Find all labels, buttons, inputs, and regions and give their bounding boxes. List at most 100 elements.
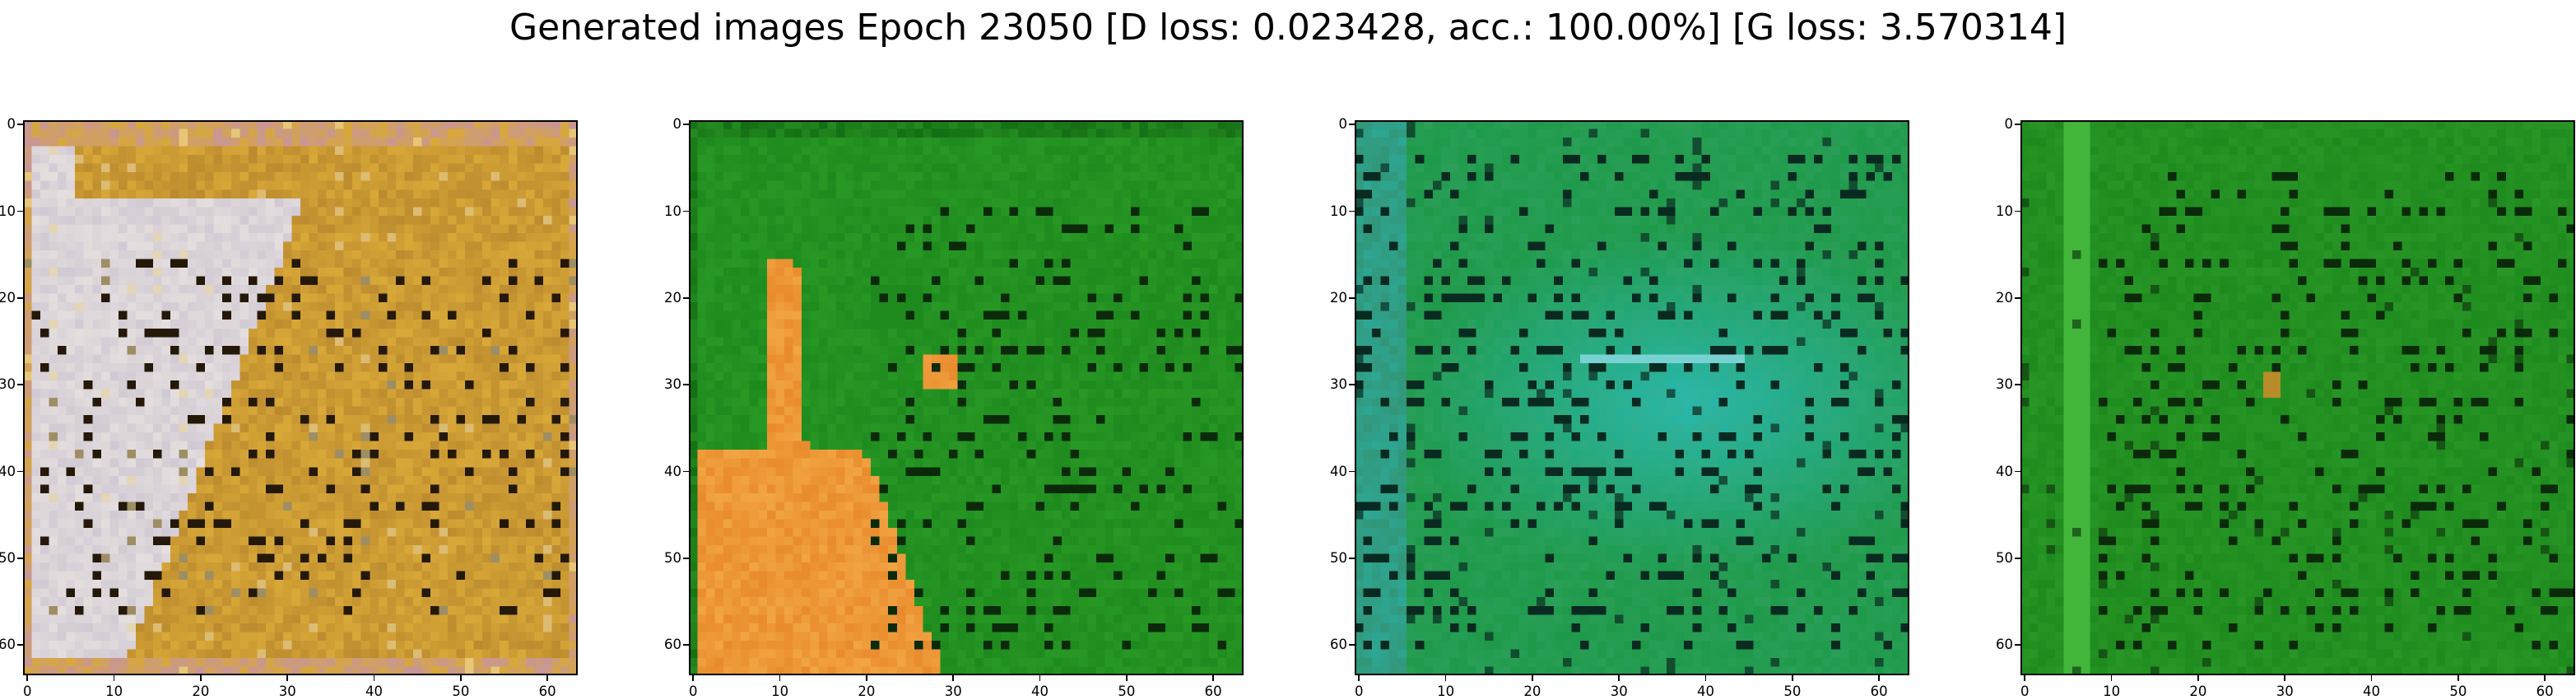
- x-tick-mark: [1878, 675, 1880, 681]
- x-tick-label: 50: [452, 684, 469, 700]
- y-tick-mark: [17, 471, 23, 473]
- y-tick-label: 10: [0, 203, 16, 220]
- x-tick-label: 10: [105, 684, 123, 700]
- y-tick-label: 30: [0, 376, 16, 393]
- y-tick-mark: [17, 644, 23, 646]
- y-tick-mark: [683, 124, 689, 125]
- x-tick-label: 40: [365, 684, 383, 700]
- x-tick-label: 50: [2449, 684, 2467, 700]
- y-tick-label: 60: [1996, 637, 2013, 653]
- x-tick-mark: [1705, 675, 1707, 681]
- x-tick-mark: [26, 675, 28, 681]
- x-tick-mark: [1445, 675, 1447, 681]
- y-tick-label: 50: [1330, 550, 1347, 567]
- x-tick-mark: [866, 675, 867, 681]
- x-tick-label: 0: [1355, 684, 1364, 700]
- y-tick-label: 40: [0, 464, 16, 480]
- y-tick-mark: [1349, 297, 1355, 299]
- y-tick-mark: [1349, 471, 1355, 473]
- y-tick-label: 30: [1330, 376, 1347, 393]
- figure-title: Generated images Epoch 23050 [D loss: 0.…: [0, 3, 2576, 53]
- x-tick-mark: [1126, 675, 1128, 681]
- y-tick-label: 0: [673, 116, 682, 133]
- x-tick-mark: [1358, 675, 1360, 681]
- y-tick-label: 0: [7, 116, 16, 133]
- x-tick-mark: [2457, 675, 2459, 681]
- y-tick-label: 50: [664, 550, 681, 567]
- x-tick-label: 0: [2020, 684, 2030, 700]
- y-tick-label: 20: [0, 290, 16, 306]
- x-tick-label: 20: [2189, 684, 2206, 700]
- y-tick-mark: [683, 644, 689, 646]
- y-tick-mark: [1349, 384, 1355, 385]
- x-tick-label: 0: [689, 684, 698, 700]
- y-tick-label: 20: [664, 290, 681, 306]
- x-tick-mark: [2197, 675, 2199, 681]
- x-tick-label: 50: [1118, 684, 1135, 700]
- x-tick-label: 30: [945, 684, 962, 700]
- y-tick-label: 60: [1330, 637, 1347, 653]
- y-tick-mark: [683, 211, 689, 212]
- x-tick-mark: [952, 675, 954, 681]
- y-tick-mark: [683, 384, 689, 385]
- y-tick-mark: [17, 211, 23, 212]
- x-tick-mark: [779, 675, 781, 681]
- x-tick-mark: [460, 675, 462, 681]
- y-tick-mark: [683, 558, 689, 559]
- x-tick-mark: [1039, 675, 1041, 681]
- y-tick-label: 60: [0, 637, 16, 653]
- y-tick-label: 10: [1996, 203, 2013, 220]
- x-tick-label: 0: [23, 684, 32, 700]
- x-tick-mark: [114, 675, 115, 681]
- generated-image-1: [23, 120, 578, 675]
- x-tick-label: 40: [1697, 684, 1714, 700]
- y-tick-mark: [2015, 644, 2020, 646]
- y-tick-label: 40: [1330, 464, 1347, 480]
- y-tick-mark: [2015, 211, 2020, 212]
- x-tick-label: 20: [192, 684, 209, 700]
- x-tick-label: 20: [858, 684, 875, 700]
- x-tick-mark: [546, 675, 548, 681]
- y-tick-mark: [2015, 384, 2020, 385]
- y-tick-label: 0: [1339, 116, 1348, 133]
- x-tick-mark: [2544, 675, 2546, 681]
- generated-image-4: [2020, 120, 2575, 675]
- generated-image-3: [1355, 120, 1909, 675]
- y-tick-mark: [2015, 297, 2020, 299]
- x-tick-label: 60: [1871, 684, 1888, 700]
- x-tick-label: 10: [1437, 684, 1454, 700]
- y-tick-label: 30: [1996, 376, 2013, 393]
- x-tick-mark: [1618, 675, 1620, 681]
- x-tick-mark: [1792, 675, 1793, 681]
- x-tick-label: 40: [2363, 684, 2380, 700]
- y-tick-label: 50: [1996, 550, 2013, 567]
- x-tick-mark: [2024, 675, 2025, 681]
- y-tick-label: 30: [664, 376, 681, 393]
- x-tick-label: 20: [1523, 684, 1541, 700]
- x-tick-label: 30: [279, 684, 296, 700]
- x-tick-label: 40: [1031, 684, 1049, 700]
- y-tick-mark: [17, 297, 23, 299]
- y-tick-mark: [17, 124, 23, 125]
- x-tick-label: 60: [539, 684, 556, 700]
- y-tick-label: 40: [664, 464, 681, 480]
- generated-image-2: [689, 120, 1244, 675]
- y-tick-mark: [1349, 558, 1355, 559]
- x-tick-mark: [2284, 675, 2285, 681]
- y-tick-mark: [17, 558, 23, 559]
- y-tick-label: 50: [0, 550, 16, 567]
- y-tick-mark: [1349, 644, 1355, 646]
- y-tick-mark: [683, 471, 689, 473]
- x-tick-label: 10: [2103, 684, 2120, 700]
- x-tick-label: 30: [2276, 684, 2294, 700]
- x-tick-label: 50: [1783, 684, 1801, 700]
- x-tick-mark: [2371, 675, 2373, 681]
- y-tick-mark: [17, 384, 23, 385]
- y-tick-label: 0: [2005, 116, 2014, 133]
- x-tick-label: 60: [1205, 684, 1222, 700]
- x-tick-mark: [286, 675, 288, 681]
